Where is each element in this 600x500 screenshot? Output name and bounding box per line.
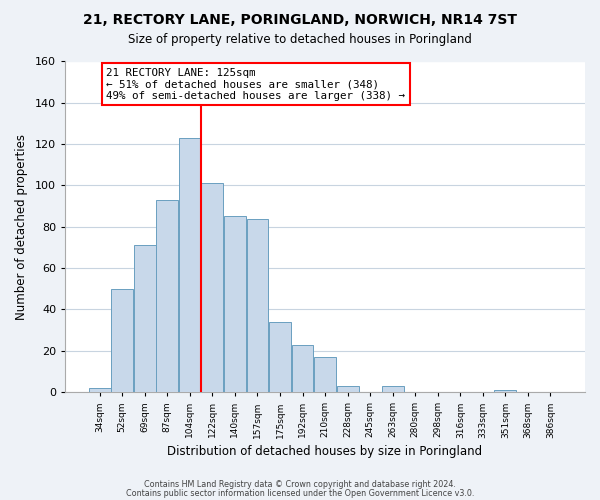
Text: 21, RECTORY LANE, PORINGLAND, NORWICH, NR14 7ST: 21, RECTORY LANE, PORINGLAND, NORWICH, N… — [83, 12, 517, 26]
Bar — [382, 386, 404, 392]
X-axis label: Distribution of detached houses by size in Poringland: Distribution of detached houses by size … — [167, 444, 482, 458]
Y-axis label: Number of detached properties: Number of detached properties — [15, 134, 28, 320]
Text: Size of property relative to detached houses in Poringland: Size of property relative to detached ho… — [128, 34, 472, 46]
Bar — [179, 138, 201, 392]
Text: 21 RECTORY LANE: 125sqm
← 51% of detached houses are smaller (348)
49% of semi-d: 21 RECTORY LANE: 125sqm ← 51% of detache… — [106, 68, 406, 101]
Bar — [111, 289, 133, 392]
Bar — [202, 184, 223, 392]
Text: Contains HM Land Registry data © Crown copyright and database right 2024.: Contains HM Land Registry data © Crown c… — [144, 480, 456, 489]
Bar — [292, 344, 313, 392]
Bar — [157, 200, 178, 392]
Bar — [89, 388, 110, 392]
Bar — [337, 386, 359, 392]
Bar — [269, 322, 291, 392]
Bar — [224, 216, 246, 392]
Bar — [314, 357, 336, 392]
Text: Contains public sector information licensed under the Open Government Licence v3: Contains public sector information licen… — [126, 488, 474, 498]
Bar — [134, 246, 155, 392]
Bar — [247, 218, 268, 392]
Bar — [494, 390, 516, 392]
